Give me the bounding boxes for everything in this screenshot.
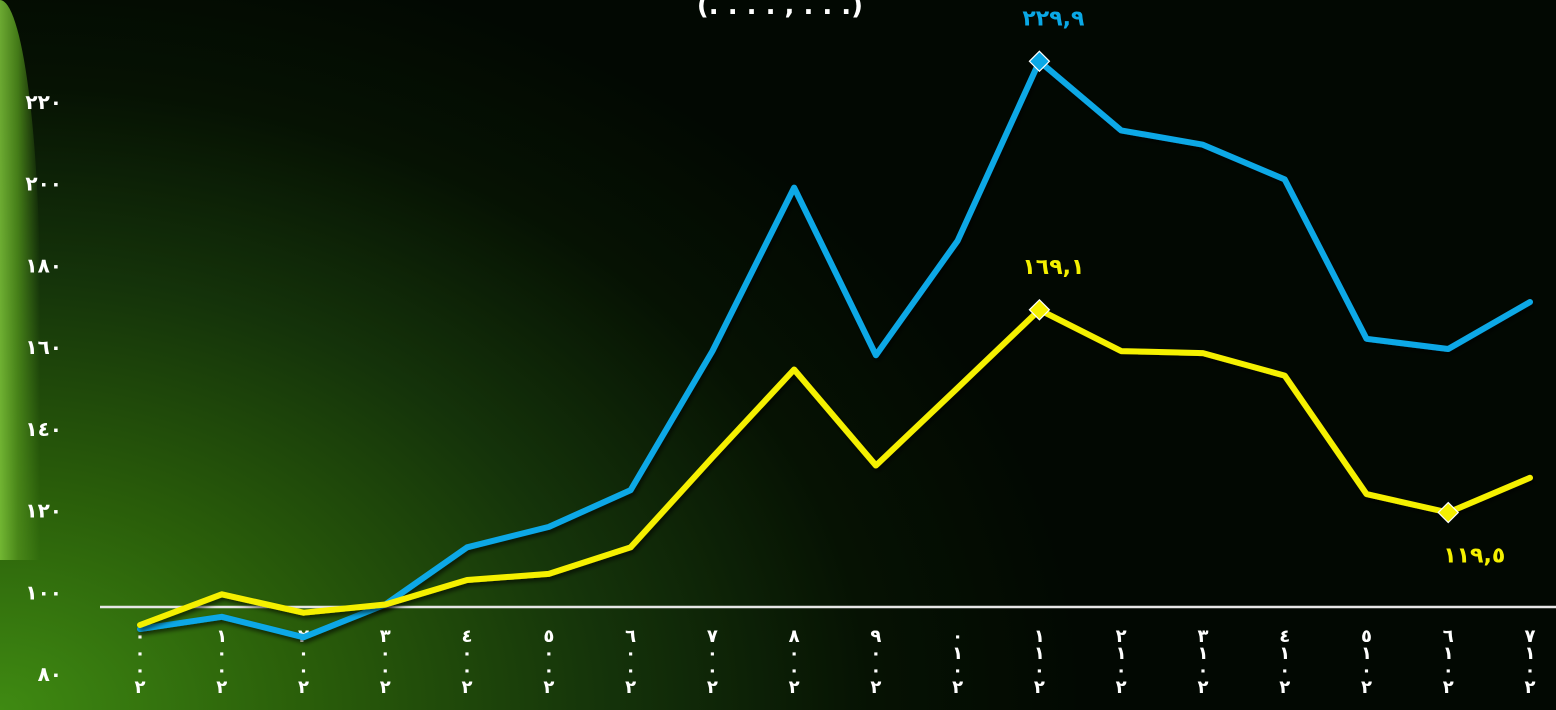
- chart-title: (. . . . , . . .): [697, 0, 863, 21]
- data-label: ١٦٩,١: [1022, 255, 1084, 280]
- data-label: ٢٢٩,٩: [1022, 6, 1084, 31]
- y-tick-label: ١٢٠: [25, 499, 62, 523]
- series-line-1: [137, 306, 1533, 628]
- data-label: ١١٩,٥: [1443, 544, 1505, 569]
- y-tick-label: ٢٢٠: [25, 90, 62, 114]
- series-layer: [137, 58, 1533, 641]
- x-axis: ٠ ٠ ٠ ٢١ ٠ ٠ ٢٢ ٠ ٠ ٢٣ ٠ ٠ ٢٤ ٠ ٠ ٢٥ ٠ ٠ ٢٦ ٠ ٠ ٢٧ ٠ ٠ ٢٨ ٠ ٠ ٢٩ ٠ ٠ ٢…: [135, 626, 1536, 698]
- annotation-layer: ٢٢٩,٩ ١٦٩,١ ١١٩,٥: [1022, 6, 1505, 568]
- y-tick-label: ١٤٠: [25, 417, 62, 441]
- data-point-marker: [1028, 298, 1051, 321]
- y-tick-label: ٨٠: [38, 662, 62, 686]
- y-axis: ٨٠ ١٠٠ ١٢٠ ١٤٠ ١٦٠ ١٨٠ ٢٠٠ ٢٢٠: [25, 90, 62, 686]
- data-point-marker: [1437, 501, 1460, 524]
- y-tick-label: ١٠٠: [25, 580, 62, 604]
- y-tick-label: ١٨٠: [25, 253, 62, 277]
- y-tick-label: ٢٠٠: [25, 172, 62, 196]
- series-line-0: [137, 58, 1533, 641]
- data-point-marker: [1028, 50, 1051, 73]
- y-tick-label: ١٦٠: [25, 335, 62, 359]
